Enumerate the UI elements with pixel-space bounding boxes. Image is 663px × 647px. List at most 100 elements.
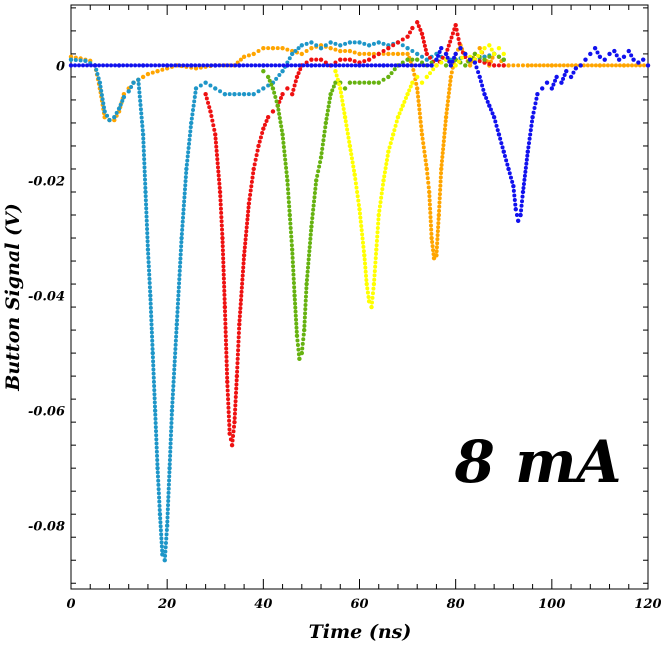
trace-dot (423, 47, 428, 52)
trace-dot (223, 334, 228, 339)
trace-dot (173, 346, 178, 351)
trace-dot (140, 124, 145, 129)
trace-dot (521, 185, 526, 190)
trace-dot (129, 63, 134, 68)
data-point (405, 45, 410, 51)
trace-dot (249, 179, 254, 184)
trace-dot (149, 326, 154, 331)
trace-dot (389, 71, 394, 76)
trace-dot (227, 423, 232, 428)
trace-dot (238, 297, 243, 302)
trace-dot (376, 221, 381, 226)
trace-dot (165, 519, 170, 524)
data-point (357, 80, 362, 85)
trace-dot (144, 214, 149, 219)
trace-dot (291, 264, 296, 269)
trace-dot (151, 359, 156, 364)
trace-dot (445, 107, 450, 112)
trace-dot (585, 63, 590, 68)
trace-dot (181, 207, 186, 212)
trace-dot (363, 269, 368, 274)
trace-dot (435, 241, 440, 246)
trace-dot (222, 284, 227, 289)
trace-dot (373, 63, 378, 68)
data-point (376, 80, 381, 85)
trace-dot (141, 153, 146, 158)
trace-dot (321, 138, 326, 143)
data-point (116, 106, 122, 111)
trace-dot (478, 79, 483, 84)
trace-dot (344, 123, 349, 128)
trace-dot (450, 59, 455, 64)
trace-dot (224, 350, 229, 355)
trace-dot (287, 56, 292, 61)
trace-dot (339, 94, 344, 99)
trace-dot (152, 396, 157, 401)
trace-dot (425, 176, 430, 181)
trace-dot (438, 179, 443, 184)
trace-dot (329, 63, 334, 68)
trace-dot (240, 273, 245, 278)
data-point (515, 218, 521, 223)
data-point (424, 166, 430, 172)
trace-dot (220, 231, 225, 236)
data-point (261, 126, 266, 131)
trace-dot (529, 63, 534, 68)
trace-dot (236, 343, 241, 348)
trace-dot (288, 225, 293, 230)
trace-dot (101, 63, 106, 68)
trace-dot (144, 206, 149, 211)
data-point (328, 40, 333, 45)
trace-dot (178, 260, 183, 265)
trace-dot (243, 237, 248, 242)
trace-dot (159, 536, 164, 541)
trace-dot (352, 80, 357, 85)
trace-dot (213, 140, 218, 145)
trace-dot (223, 313, 228, 318)
trace-dot (343, 119, 348, 124)
trace-dot (337, 82, 342, 87)
data-point (448, 74, 454, 80)
trace-dot (480, 83, 485, 88)
trace-dot (362, 41, 367, 46)
trace-dot (437, 200, 442, 205)
data-point (386, 45, 391, 51)
trace-dot (177, 264, 182, 269)
trace-dot (164, 532, 169, 537)
data-point (463, 63, 468, 68)
trace-dot (296, 71, 301, 76)
trace-dot (293, 301, 298, 306)
trace-dot (219, 219, 224, 224)
trace-dot (156, 491, 161, 496)
trace-dot (163, 545, 168, 550)
data-point (436, 212, 442, 218)
trace-dot (150, 342, 155, 347)
trace-dot (151, 363, 156, 368)
trace-dot (170, 396, 175, 401)
trace-dot (182, 187, 187, 192)
trace-dot (257, 139, 262, 144)
trace-dot (294, 317, 299, 322)
data-point (261, 86, 266, 91)
trace-dot (522, 173, 527, 178)
trace-dot (421, 39, 426, 44)
trace-dot (166, 486, 171, 491)
trace-dot (443, 119, 448, 124)
trace-dot (435, 237, 440, 242)
trace-dot (155, 457, 160, 462)
trace-dot (508, 175, 513, 180)
trace-dot (304, 286, 309, 291)
trace-dot (81, 63, 86, 68)
trace-dot (150, 70, 155, 75)
trace-dot (291, 268, 296, 273)
trace-dot (157, 495, 162, 500)
trace-dot (177, 277, 182, 282)
trace-dot (430, 240, 435, 245)
trace-dot (349, 152, 354, 157)
trace-dot (454, 27, 459, 32)
trace-dot (422, 149, 427, 154)
trace-dot (105, 113, 110, 118)
trace-dot (235, 361, 240, 366)
trace-dot (430, 244, 435, 249)
